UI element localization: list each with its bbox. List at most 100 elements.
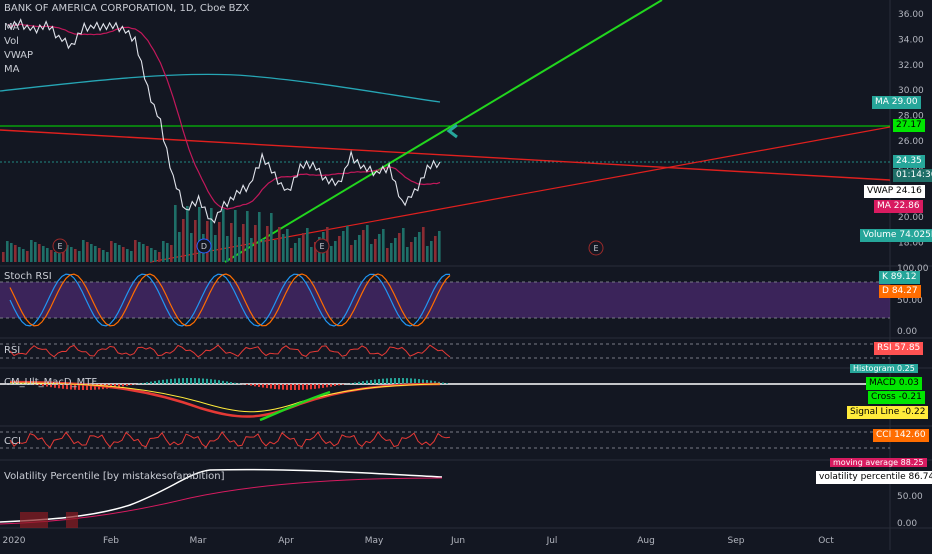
indicator-ma-long[interactable]: MA xyxy=(4,22,19,34)
price-tick-label: 36.00 xyxy=(898,10,924,20)
earnings-marker[interactable]: E xyxy=(53,239,67,253)
rsi-badge: RSI 57.85 xyxy=(874,342,923,355)
macd-histogram-bar xyxy=(154,381,156,384)
vwap-badge: VWAP 24.16 xyxy=(864,185,925,198)
macd-signal-badge: Signal Line -0.22 xyxy=(847,406,928,419)
volume-bar xyxy=(274,240,277,262)
macd-histogram-bar xyxy=(366,381,368,384)
macd-histogram-bar xyxy=(294,384,296,390)
price-tick-label: 26.00 xyxy=(898,137,924,147)
volatility-title[interactable]: Volatility Percentile [by mistakesofambi… xyxy=(4,471,225,482)
macd-histogram-bar xyxy=(210,379,212,384)
volume-bar xyxy=(282,234,285,262)
volume-bar xyxy=(406,247,409,262)
macd-histogram-bar xyxy=(158,380,160,384)
green-trendline[interactable] xyxy=(225,0,662,262)
rsi-name: RSI xyxy=(877,343,892,353)
macd-histogram-bar xyxy=(378,379,380,384)
volume-bar xyxy=(378,234,381,262)
macd-histogram-bar xyxy=(142,383,144,384)
volume-bar xyxy=(354,240,357,262)
stoch-rsi-title[interactable]: Stoch RSI xyxy=(4,271,52,282)
price-tick-label: 30.00 xyxy=(898,86,924,96)
macd-histogram-bar xyxy=(214,380,216,384)
volume-bar xyxy=(166,243,169,262)
volume-bar xyxy=(350,245,353,262)
volume-bar xyxy=(38,244,41,262)
macd-histogram-bar xyxy=(222,381,224,384)
volatility-percentile-value: 86.74 xyxy=(908,472,932,482)
macd-signal-value: -0.22 xyxy=(902,407,925,417)
volume-bar xyxy=(30,240,33,262)
chart-title[interactable]: BANK OF AMERICA CORPORATION, 1D, Cboe BZ… xyxy=(4,3,249,15)
macd-signal-name: Signal Line xyxy=(850,407,899,417)
volume-bar xyxy=(54,252,57,262)
macd-histogram-bar xyxy=(174,379,176,384)
volume-bar xyxy=(398,233,401,262)
volume-bar xyxy=(214,235,217,262)
macd-histogram-bar xyxy=(286,384,288,390)
cci-badge: CCI 142.60 xyxy=(873,429,929,442)
macd-histogram-bar xyxy=(374,379,376,384)
macd-histogram-bar xyxy=(370,380,372,384)
volume-bar xyxy=(14,245,17,262)
volume-bar xyxy=(22,249,25,262)
indicator-vwap[interactable]: VWAP xyxy=(4,50,33,62)
earnings-label: E xyxy=(593,244,598,253)
macd-title[interactable]: CM_Ult_MacD_MTF xyxy=(4,377,97,388)
macd-histogram-bar xyxy=(202,378,204,384)
volume-bar xyxy=(426,246,429,262)
macd-cross-path xyxy=(260,392,330,420)
vol-bottom-label: 0.00 xyxy=(897,519,917,529)
indicator-volume[interactable]: Vol xyxy=(4,36,19,48)
rsi-title[interactable]: RSI xyxy=(4,345,20,356)
earnings-marker[interactable]: E xyxy=(315,239,329,253)
macd-cross-name: Cross xyxy=(871,392,896,402)
indicator-ma-short[interactable]: MA xyxy=(4,64,19,76)
macd-histogram-bar xyxy=(178,378,180,384)
volume-bar xyxy=(102,250,105,262)
volume-bar xyxy=(118,245,121,262)
volume-bar xyxy=(278,227,281,262)
support-trendline[interactable] xyxy=(150,127,890,262)
macd-histogram-bar xyxy=(122,384,124,386)
volume-bar xyxy=(6,241,9,262)
volume-bar xyxy=(262,239,265,262)
volume-bar xyxy=(74,249,77,262)
resistance-trendline[interactable] xyxy=(0,130,890,180)
volume-bars xyxy=(2,205,441,262)
volume-bar xyxy=(394,238,397,262)
cci-title[interactable]: CCI xyxy=(4,436,21,447)
volume-bar xyxy=(70,247,73,262)
countdown-badge: 01:14:36 xyxy=(893,169,932,182)
earnings-label: E xyxy=(57,242,62,251)
rsi-path xyxy=(10,345,450,357)
volume-bar xyxy=(402,228,405,262)
price-bars xyxy=(8,20,440,223)
macd-histogram-bar xyxy=(266,384,268,388)
macd-histogram-bar xyxy=(246,384,248,385)
cci-name: CCI xyxy=(876,430,891,440)
volume-bar xyxy=(90,244,93,262)
stoch-bottom-label: 0.00 xyxy=(897,327,917,337)
time-tick-label: May xyxy=(365,536,384,546)
macd-cross-badge: Cross -0.21 xyxy=(868,391,925,404)
volume-bar xyxy=(438,231,441,262)
macd-histogram-bar xyxy=(182,378,184,384)
volume-bar xyxy=(122,247,125,262)
earnings-marker[interactable]: E xyxy=(589,241,603,255)
macd-histogram-bar xyxy=(386,378,388,384)
cci-path xyxy=(10,432,450,447)
rsi-line xyxy=(10,345,450,357)
ma-long-badge-value: 29.00 xyxy=(892,97,918,107)
volume-bar xyxy=(174,205,177,262)
time-tick-label: Aug xyxy=(637,536,655,546)
volume-bar xyxy=(286,229,289,262)
volume-bar xyxy=(330,246,333,262)
dividend-marker[interactable]: D xyxy=(197,239,211,253)
volume-bar xyxy=(310,247,313,262)
ma-short-badge-value: 22.86 xyxy=(894,201,920,211)
